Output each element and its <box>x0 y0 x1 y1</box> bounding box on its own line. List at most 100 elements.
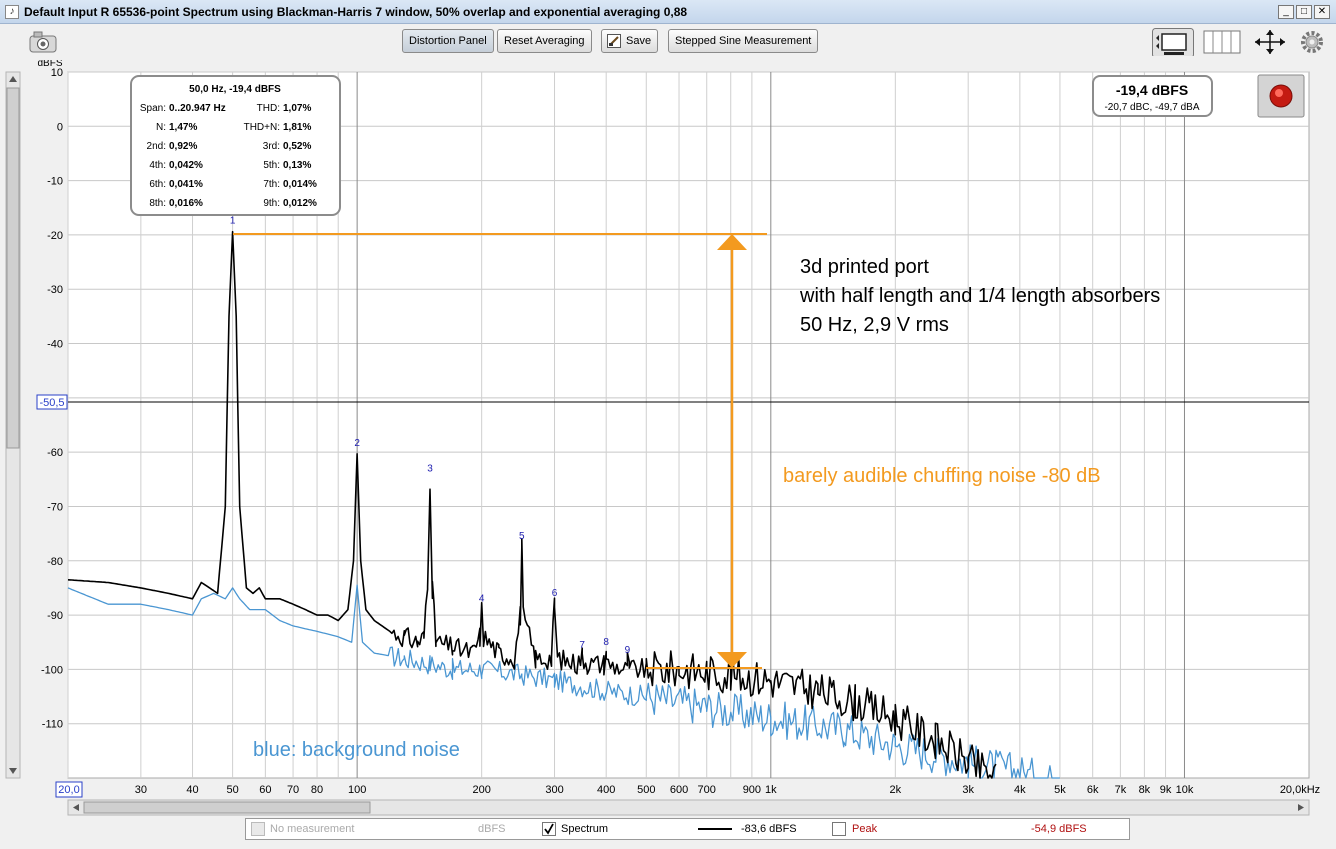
x-max-label: 20,0kHz <box>1280 784 1320 796</box>
distortion-cell: 6th: <box>149 179 166 190</box>
x-min-label: 20,0 <box>58 784 79 796</box>
y-axis-unit: dBFS <box>37 60 62 69</box>
minimize-button[interactable]: _ <box>1278 5 1294 19</box>
harmonic-marker: 5 <box>519 531 525 542</box>
level-sub: -20,7 dBC, -49,7 dBA <box>1104 102 1199 113</box>
distortion-cell: THD+N: <box>244 122 280 133</box>
harmonic-marker: 8 <box>603 637 609 648</box>
x-tick-label: 200 <box>472 784 490 796</box>
distortion-cell: THD: <box>257 103 280 114</box>
peak-label: Peak <box>852 823 878 835</box>
y-tick-label: -20 <box>47 230 63 242</box>
distortion-cell: 4th: <box>149 160 166 171</box>
x-tick-label: 2k <box>890 784 902 796</box>
toolbar: Distortion Panel Reset Averaging Save St… <box>0 24 1336 60</box>
distortion-cell: 9th: <box>263 198 280 209</box>
port-line-3: 50 Hz, 2,9 V rms <box>800 314 949 336</box>
cursor-label: -50,5 <box>36 394 68 410</box>
harmonic-marker: 7 <box>579 640 585 651</box>
spectrum-swatch <box>698 828 732 830</box>
chuffing-annotation: barely audible chuffing noise -80 dB <box>783 465 1101 487</box>
scroll-up-icon[interactable] <box>9 76 17 82</box>
distortion-cell: 0,016% <box>169 198 203 209</box>
distortion-cell: 0,92% <box>169 141 197 152</box>
x-tick-labels: 30 40 50 60 70 80 100 200 300 400 500 600 700 900 1k 2k… <box>135 784 1194 796</box>
series-layer <box>67 230 1060 779</box>
x-tick-label: 70 <box>287 784 299 796</box>
distortion-cell: 2nd: <box>147 141 166 152</box>
graph-layout-icon[interactable] <box>1152 28 1194 56</box>
resize-arrows-icon[interactable] <box>1253 28 1287 56</box>
y-tick-label: -30 <box>47 284 63 296</box>
x-tick-label: 900 <box>743 784 761 796</box>
port-line-2: with half length and 1/4 length absorber… <box>799 285 1160 307</box>
y-tick-label: -80 <box>47 556 63 568</box>
no-measurement-label: No measurement <box>270 823 355 835</box>
distortion-cell: 0,041% <box>169 179 203 190</box>
stepped-sine-button[interactable]: Stepped Sine Measurement <box>668 29 819 53</box>
level-meter: -19,4 dBFS -20,7 dBC, -49,7 dBA <box>1092 75 1213 117</box>
title-bar: ♪ Default Input R 65536-point Spectrum u… <box>0 0 1336 24</box>
distortion-header: 50,0 Hz, -19,4 dBFS <box>189 84 281 95</box>
reset-averaging-button[interactable]: Reset Averaging <box>497 29 592 53</box>
scroll-down-icon[interactable] <box>9 768 17 774</box>
svg-text:-50,5: -50,5 <box>39 397 64 409</box>
peak-checkbox[interactable] <box>832 822 846 836</box>
spectrum-label: Spectrum <box>561 823 609 835</box>
horizontal-scrollbar-thumb[interactable] <box>83 801 371 814</box>
distortion-cell: Span: <box>140 103 166 114</box>
close-button[interactable]: ✕ <box>1314 5 1330 19</box>
orange-annotation <box>233 233 767 669</box>
x-tick-label: 5k <box>1054 784 1066 796</box>
scroll-right-icon[interactable] <box>1298 804 1304 811</box>
x-tick-label: 4k <box>1014 784 1026 796</box>
spectrum-series <box>67 230 997 779</box>
x-tick-label: 8k <box>1139 784 1151 796</box>
background-noise-series <box>67 584 1060 779</box>
x-range-labels: 20,0 20,0kHz <box>55 781 1320 798</box>
vertical-scrollbar-thumb[interactable] <box>6 87 20 449</box>
save-button[interactable]: Save <box>601 29 659 53</box>
app-icon: ♪ <box>5 5 19 19</box>
x-tick-label: 700 <box>698 784 716 796</box>
arrow-up-icon <box>717 234 747 250</box>
x-tick-label: 40 <box>186 784 198 796</box>
x-tick-label: 3k <box>962 784 974 796</box>
scroll-left-icon[interactable] <box>73 804 79 811</box>
spectrum-checkbox[interactable] <box>542 822 556 836</box>
x-tick-label: 60 <box>259 784 271 796</box>
camera-icon[interactable] <box>26 28 60 56</box>
distortion-cell: 5th: <box>263 160 280 171</box>
distortion-cell: 0,012% <box>283 198 317 209</box>
vertical-scrollbar[interactable] <box>5 71 21 779</box>
horizontal-scrollbar[interactable] <box>67 799 1310 816</box>
x-tick-label: 100 <box>348 784 366 796</box>
distortion-cell: 0,13% <box>283 160 311 171</box>
record-button[interactable] <box>1257 74 1305 118</box>
spectrum-value: -83,6 dBFS <box>741 823 797 835</box>
x-tick-label: 300 <box>545 784 563 796</box>
y-tick-label: 10 <box>51 67 63 79</box>
no-measurement-checkbox[interactable] <box>251 822 265 836</box>
x-tick-label: 500 <box>637 784 655 796</box>
dbfs-unit-label: dBFS <box>478 823 506 835</box>
port-description: 3d printed port with half length and 1/4… <box>799 256 1160 336</box>
y-tick-label: 0 <box>57 121 63 133</box>
save-icon <box>607 34 621 48</box>
y-tick-label: -40 <box>47 339 63 351</box>
gear-icon[interactable] <box>1299 28 1325 56</box>
harmonic-marker: 1 <box>230 216 236 227</box>
legend-bar: No measurement dBFS Spectrum -83,6 dBFS … <box>245 818 1130 840</box>
maximize-button[interactable]: □ <box>1296 5 1312 19</box>
distortion-cell: 0..20.947 Hz <box>169 103 226 114</box>
x-tick-label: 600 <box>670 784 688 796</box>
vertical-lines-icon[interactable] <box>1203 28 1241 56</box>
x-tick-label: 30 <box>135 784 147 796</box>
spectrum-graph-area: dBFS 100-10-20-30-40-60-70-80-90-100-110… <box>5 60 1320 816</box>
distortion-cell: 1,47% <box>169 122 197 133</box>
y-tick-label: -10 <box>47 176 63 188</box>
x-tick-label: 1k <box>765 784 777 796</box>
distortion-panel-button[interactable]: Distortion Panel <box>402 29 494 53</box>
distortion-cell: 1,07% <box>283 103 311 114</box>
x-tick-label: 7k <box>1115 784 1127 796</box>
